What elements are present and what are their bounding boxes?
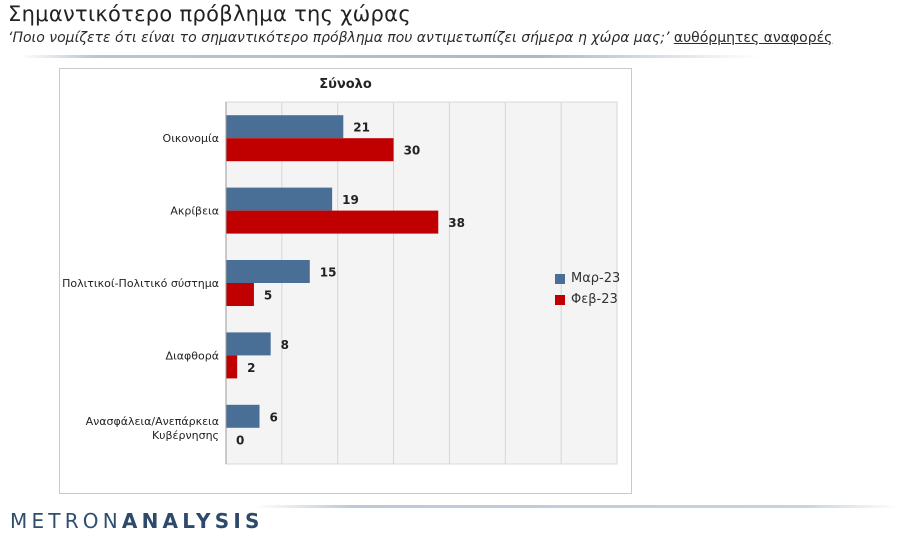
data-label: 8	[281, 338, 289, 352]
subtitle-note: αυθόρμητες αναφορές	[673, 30, 833, 46]
legend-label-feb23: Φεβ-23	[571, 292, 618, 307]
data-label: 19	[342, 193, 359, 207]
data-label: 0	[236, 433, 244, 447]
logo-text-analysis: ANALYSIS	[121, 509, 264, 533]
category-label: Ακρίβεια	[170, 205, 219, 218]
bar-feb23	[226, 283, 254, 306]
chart-legend: Μαρ-23 Φεβ-23	[555, 271, 620, 313]
bar-mar23	[226, 187, 333, 211]
category-label: Οικονομία	[163, 132, 219, 145]
logo-text-metron: METRON	[10, 509, 122, 533]
data-label: 21	[353, 121, 370, 135]
bar-feb23	[226, 138, 394, 162]
data-label: 30	[404, 144, 421, 158]
bar-mar23	[226, 260, 310, 283]
bar-feb23	[226, 210, 439, 234]
category-label: Πολιτικοί-Πολιτικό σύστημα	[62, 277, 219, 290]
bar-mar23	[226, 115, 344, 139]
subtitle-question: ‘Ποιο νομίζετε ότι είναι το σημαντικότερ…	[8, 30, 670, 46]
data-label: 38	[448, 216, 465, 230]
bar-chart: Οικονομία 21 30 Ακρίβεια 19 38 Πολιτικοί-Πολιτ…	[62, 101, 618, 465]
chart-title: Σύνολο	[319, 77, 372, 92]
page-title: Σημαντικότερο πρόβλημα της χώρας	[8, 2, 411, 26]
metron-analysis-logo: METRONANALYSIS	[10, 509, 264, 533]
category-label: Ανασφάλεια/Ανεπάρκεια Κυβέρνησης	[86, 415, 219, 442]
bar-feb23	[226, 355, 238, 379]
data-label: 2	[247, 361, 255, 375]
legend-item-mar23: Μαρ-23	[555, 271, 620, 286]
legend-item-feb23: Φεβ-23	[555, 292, 620, 307]
data-label: 15	[320, 266, 337, 280]
page-subtitle: ‘Ποιο νομίζετε ότι είναι το σημαντικότερ…	[8, 30, 832, 46]
chart-container: Σύνολο Οικονομία 21 30 Ακρίβεια 19 38 Πολιτικο…	[59, 68, 632, 494]
bar-mar23	[226, 332, 271, 356]
header-divider	[20, 55, 760, 58]
bar-mar23	[226, 404, 260, 428]
data-label: 6	[270, 410, 278, 424]
legend-swatch-feb23	[555, 294, 565, 305]
data-label: 5	[264, 289, 272, 303]
category-label: Διαφθορά	[166, 349, 219, 362]
legend-label-mar23: Μαρ-23	[571, 271, 621, 286]
footer-divider	[255, 505, 900, 508]
legend-swatch-mar23	[555, 273, 565, 284]
